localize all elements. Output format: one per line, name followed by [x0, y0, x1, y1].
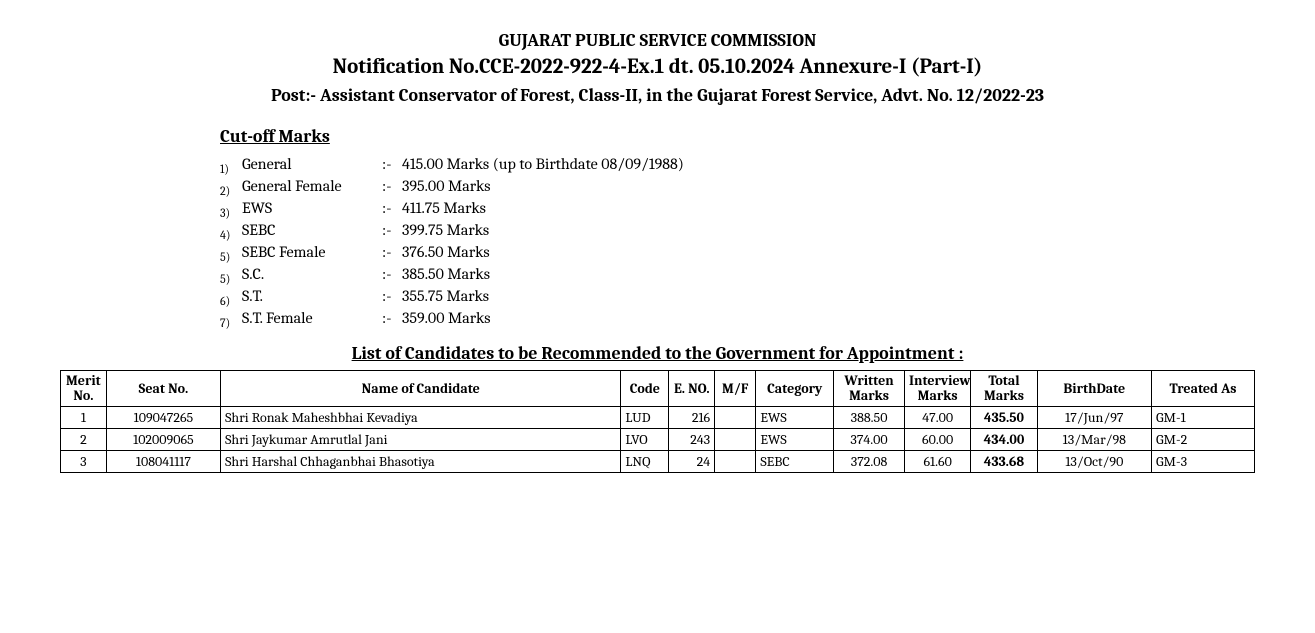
org-title: GUJARAT PUBLIC SERVICE COMMISSION	[60, 30, 1255, 51]
cell-seat: 108041117	[106, 450, 220, 472]
cell-cat: EWS	[756, 428, 834, 450]
post-line: Post:- Assistant Conservator of Forest, …	[60, 85, 1255, 106]
col-ta: Treated As	[1152, 371, 1255, 407]
cutoff-sep: :-	[382, 309, 402, 327]
table-row: 1109047265Shri Ronak Maheshbhai Kevadiya…	[61, 406, 1255, 428]
cutoff-num: 5)	[220, 272, 242, 286]
cell-tm: 433.68	[971, 450, 1037, 472]
cutoff-sep: :-	[382, 155, 402, 173]
cutoff-num: 4)	[220, 228, 242, 242]
cutoff-row: 5)SEBC Female:-376.50 Marks	[220, 243, 1255, 261]
cell-tm: 435.50	[971, 406, 1037, 428]
cutoff-value: 355.75 Marks	[402, 287, 489, 305]
col-seat: Seat No.	[106, 371, 220, 407]
cell-ta: GM-1	[1152, 406, 1255, 428]
cell-name: Shri Harshal Chhaganbhai Bhasotiya	[221, 450, 621, 472]
cell-wm: 374.00	[834, 428, 905, 450]
cell-merit: 2	[61, 428, 107, 450]
col-tm: Total Marks	[971, 371, 1037, 407]
cell-eno: 24	[669, 450, 715, 472]
cell-eno: 243	[669, 428, 715, 450]
cutoff-label: S.T. Female	[242, 309, 382, 327]
cell-mf	[715, 428, 756, 450]
table-row: 2102009065Shri Jaykumar Amrutlal JaniLVO…	[61, 428, 1255, 450]
cutoff-num: 6)	[220, 294, 242, 308]
cutoff-sep: :-	[382, 177, 402, 195]
cutoff-sep: :-	[382, 221, 402, 239]
cutoff-value: 359.00 Marks	[402, 309, 491, 327]
cell-tm: 434.00	[971, 428, 1037, 450]
cutoff-list: 1)General:-415.00 Marks (up to Birthdate…	[220, 155, 1255, 327]
cutoff-row: 3)EWS:-411.75 Marks	[220, 199, 1255, 217]
cell-im: 60.00	[904, 428, 970, 450]
col-im: Interview Marks	[904, 371, 970, 407]
cell-bd: 17/Jun/97	[1037, 406, 1151, 428]
cutoff-row: 6)S.T.:-355.75 Marks	[220, 287, 1255, 305]
cell-name: Shri Ronak Maheshbhai Kevadiya	[221, 406, 621, 428]
cell-mf	[715, 450, 756, 472]
cell-bd: 13/Oct/90	[1037, 450, 1151, 472]
cell-wm: 372.08	[834, 450, 905, 472]
cell-code: LUD	[621, 406, 669, 428]
cutoff-title: Cut-off Marks	[220, 126, 1255, 147]
cutoff-label: SEBC Female	[242, 243, 382, 261]
cell-wm: 388.50	[834, 406, 905, 428]
cutoff-value: 395.00 Marks	[402, 177, 491, 195]
col-name: Name of Candidate	[221, 371, 621, 407]
col-code: Code	[621, 371, 669, 407]
cutoff-row: 7)S.T. Female:-359.00 Marks	[220, 309, 1255, 327]
cutoff-num: 5)	[220, 250, 242, 264]
cell-seat: 109047265	[106, 406, 220, 428]
cutoff-row: 1)General:-415.00 Marks (up to Birthdate…	[220, 155, 1255, 173]
col-merit: Merit No.	[61, 371, 107, 407]
cell-code: LNQ	[621, 450, 669, 472]
cell-im: 61.60	[904, 450, 970, 472]
cell-bd: 13/Mar/98	[1037, 428, 1151, 450]
cutoff-sep: :-	[382, 287, 402, 305]
cutoff-label: General Female	[242, 177, 382, 195]
cutoff-value: 415.00 Marks (up to Birthdate 08/09/1988…	[402, 155, 684, 173]
cell-mf	[715, 406, 756, 428]
cutoff-num: 3)	[220, 206, 242, 220]
col-wm: Written Marks	[834, 371, 905, 407]
cutoff-label: EWS	[242, 199, 382, 217]
cutoff-value: 399.75 Marks	[402, 221, 489, 239]
cell-cat: SEBC	[756, 450, 834, 472]
col-bd: BirthDate	[1037, 371, 1151, 407]
cutoff-num: 1)	[220, 162, 242, 176]
cutoff-value: 376.50 Marks	[402, 243, 490, 261]
cell-name: Shri Jaykumar Amrutlal Jani	[221, 428, 621, 450]
cutoff-value: 411.75 Marks	[402, 199, 486, 217]
candidate-table: Merit No. Seat No. Name of Candidate Cod…	[60, 370, 1255, 473]
candidate-list-title: List of Candidates to be Recommended to …	[60, 343, 1255, 364]
cell-merit: 3	[61, 450, 107, 472]
cutoff-value: 385.50 Marks	[402, 265, 490, 283]
cutoff-sep: :-	[382, 265, 402, 283]
cutoff-num: 2)	[220, 184, 242, 198]
cutoff-label: S.T.	[242, 287, 382, 305]
cell-merit: 1	[61, 406, 107, 428]
cell-ta: GM-2	[1152, 428, 1255, 450]
notification-line: Notification No.CCE-2022-922-4-Ex.1 dt. …	[60, 55, 1255, 79]
col-eno: E. NO.	[669, 371, 715, 407]
cutoff-sep: :-	[382, 199, 402, 217]
col-cat: Category	[756, 371, 834, 407]
cutoff-num: 7)	[220, 316, 242, 330]
cell-im: 47.00	[904, 406, 970, 428]
cutoff-row: 2)General Female:-395.00 Marks	[220, 177, 1255, 195]
cutoff-label: SEBC	[242, 221, 382, 239]
cutoff-label: S.C.	[242, 265, 382, 283]
table-header-row: Merit No. Seat No. Name of Candidate Cod…	[61, 371, 1255, 407]
cutoff-row: 4)SEBC:-399.75 Marks	[220, 221, 1255, 239]
cutoff-label: General	[242, 155, 382, 173]
cell-code: LVO	[621, 428, 669, 450]
cell-seat: 102009065	[106, 428, 220, 450]
cell-ta: GM-3	[1152, 450, 1255, 472]
table-row: 3108041117Shri Harshal Chhaganbhai Bhaso…	[61, 450, 1255, 472]
cutoff-row: 5)S.C.:-385.50 Marks	[220, 265, 1255, 283]
cell-eno: 216	[669, 406, 715, 428]
cell-cat: EWS	[756, 406, 834, 428]
cutoff-sep: :-	[382, 243, 402, 261]
col-mf: M/F	[715, 371, 756, 407]
